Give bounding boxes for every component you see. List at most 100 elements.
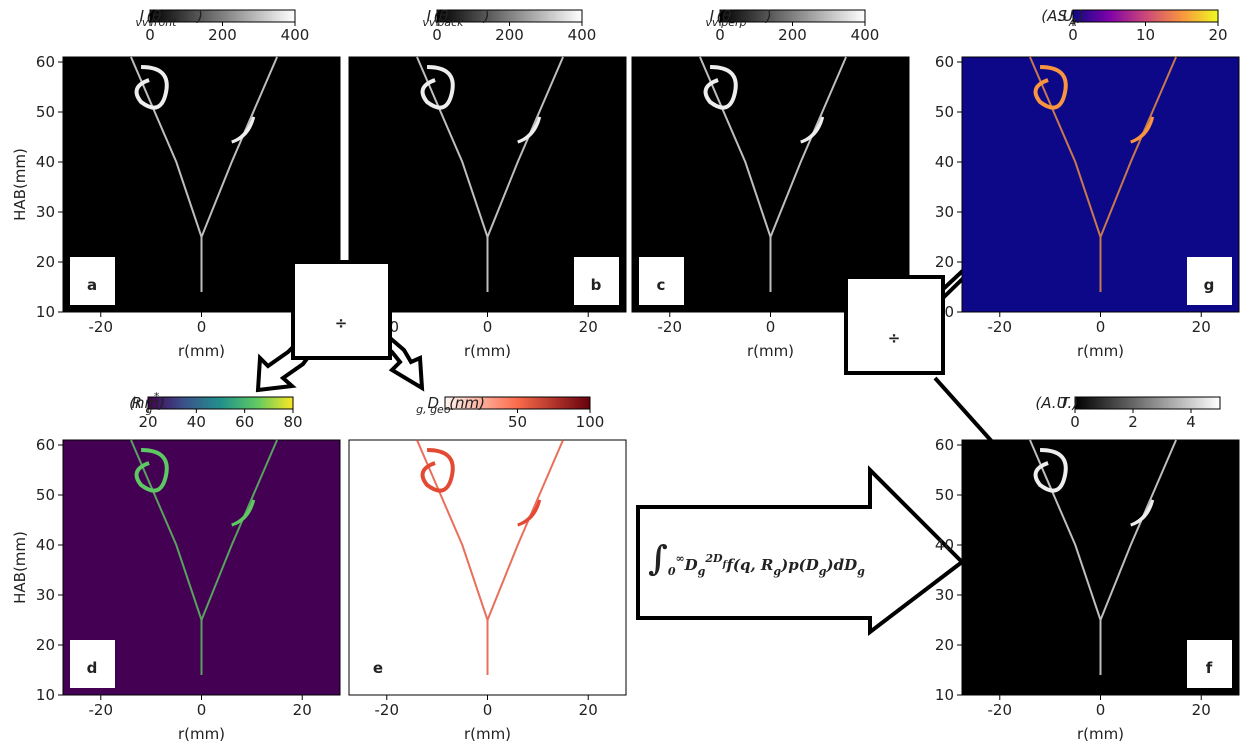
text-part: 0 xyxy=(668,565,676,578)
text-part: front xyxy=(150,16,177,29)
rich-text: Ivv(θperp) xyxy=(705,7,771,29)
y-tick-label: 20 xyxy=(36,636,55,654)
y-tick-label: 10 xyxy=(935,686,954,704)
panel-label: a xyxy=(87,276,97,294)
operator: ÷ xyxy=(335,314,348,332)
colorbar xyxy=(147,396,294,410)
flame-eddy xyxy=(420,65,455,110)
colorbar-tick-label: 40 xyxy=(187,413,206,431)
y-tick-label: 60 xyxy=(935,53,954,71)
text-part: (nm) xyxy=(129,394,165,412)
y-tick-label: 10 xyxy=(36,303,55,321)
text-part: 2D xyxy=(704,552,723,565)
rich-text: Ivv(θback) xyxy=(422,7,489,29)
panel-label-box xyxy=(70,640,115,688)
x-tick-label: 0 xyxy=(197,701,207,719)
text-part: (θ xyxy=(716,7,731,25)
y-tick-label: 20 xyxy=(36,253,55,271)
panel-label: c xyxy=(657,276,666,294)
text-part: f(q, R xyxy=(725,556,773,574)
text-part: ) xyxy=(196,7,203,25)
colorbar-tick-label: 100 xyxy=(576,413,605,431)
x-tick-label: -20 xyxy=(375,701,400,719)
text-part: back xyxy=(437,16,464,29)
y-tick-label: 30 xyxy=(935,203,954,221)
text-part: I xyxy=(710,7,715,25)
panel-label: b xyxy=(591,276,602,294)
colorbar xyxy=(1074,396,1221,410)
text-part: ∫ xyxy=(648,539,668,579)
operator-box xyxy=(844,275,945,375)
flame-tongue xyxy=(231,116,256,144)
colorbar-tick-label: 0 xyxy=(1070,413,1080,431)
panel-label-box xyxy=(70,257,115,305)
panel-label-box xyxy=(1187,640,1232,688)
x-tick-label: 0 xyxy=(766,318,776,336)
text-part: f xyxy=(722,560,729,570)
flame-edge xyxy=(416,56,564,292)
flame-edge xyxy=(416,439,564,675)
panel-label-box xyxy=(639,257,684,305)
text-part: D xyxy=(684,556,698,574)
y-tick-label: 50 xyxy=(935,486,954,504)
y-tick-label: 20 xyxy=(935,253,954,271)
x-axis-label: r(mm) xyxy=(464,342,511,360)
text-part: g xyxy=(773,565,781,578)
x-tick-label: 0 xyxy=(483,701,493,719)
x-tick-label: 0 xyxy=(1096,318,1106,336)
flame-eddy xyxy=(1033,65,1068,110)
text-part: I xyxy=(427,7,432,25)
x-axis-label: r(mm) xyxy=(464,725,511,743)
x-tick-label: -20 xyxy=(89,318,114,336)
flame-tongue xyxy=(1130,499,1155,527)
text-part: D xyxy=(427,394,439,412)
text-part: )p(D xyxy=(780,556,819,574)
flame-tongue xyxy=(517,116,542,144)
panel-label: f xyxy=(1206,659,1213,677)
flame-eddy xyxy=(420,448,455,493)
text-part: I xyxy=(140,7,145,25)
text-part: (A.U.) xyxy=(1035,394,1078,412)
y-tick-label: 30 xyxy=(36,203,55,221)
flame-edge xyxy=(130,439,278,675)
text-part: vv xyxy=(705,16,719,29)
flame-eddy xyxy=(134,448,169,493)
colorbar-tick-label: 200 xyxy=(778,26,807,44)
text-part: ∞ xyxy=(675,552,684,565)
y-axis-label: HAB(mm) xyxy=(11,148,29,221)
x-tick-label: -20 xyxy=(988,701,1013,719)
text-part: A xyxy=(1068,16,1077,29)
panel-label: d xyxy=(87,659,98,677)
colorbar-tick-label: 400 xyxy=(851,26,880,44)
flame-tongue xyxy=(1130,116,1155,144)
panel-label-box xyxy=(356,640,401,688)
text-part: T xyxy=(1060,394,1071,412)
flame-eddy xyxy=(703,65,738,110)
text-part: g, geo xyxy=(416,403,451,416)
text-part: (nm) xyxy=(449,394,485,412)
y-tick-label: 30 xyxy=(36,586,55,604)
flame-eddy xyxy=(1033,448,1068,493)
text-part: R xyxy=(132,394,142,412)
y-tick-label: 30 xyxy=(935,586,954,604)
y-tick-label: 40 xyxy=(36,153,55,171)
y-tick-label: 40 xyxy=(935,153,954,171)
rich-text: Dg, geo(nm) xyxy=(416,394,485,416)
x-axis-label: r(mm) xyxy=(1077,342,1124,360)
x-axis-label: r(mm) xyxy=(747,342,794,360)
y-tick-label: 60 xyxy=(36,53,55,71)
colorbar-tick-label: 60 xyxy=(235,413,254,431)
x-tick-label: -20 xyxy=(89,701,114,719)
text-part: g xyxy=(819,565,827,578)
rich-text: Ivv(θfront) xyxy=(135,7,203,29)
flame-tongue xyxy=(517,499,542,527)
text-part: ) xyxy=(483,7,490,25)
y-tick-label: 20 xyxy=(935,636,954,654)
colorbar-tick-label: 4 xyxy=(1186,413,1196,431)
text-part: perp xyxy=(720,16,746,29)
x-axis-label: r(mm) xyxy=(178,725,225,743)
colorbar-tick-label: 200 xyxy=(208,26,237,44)
colorbar-tick-label: 0 xyxy=(1068,26,1078,44)
x-tick-label: -20 xyxy=(658,318,683,336)
